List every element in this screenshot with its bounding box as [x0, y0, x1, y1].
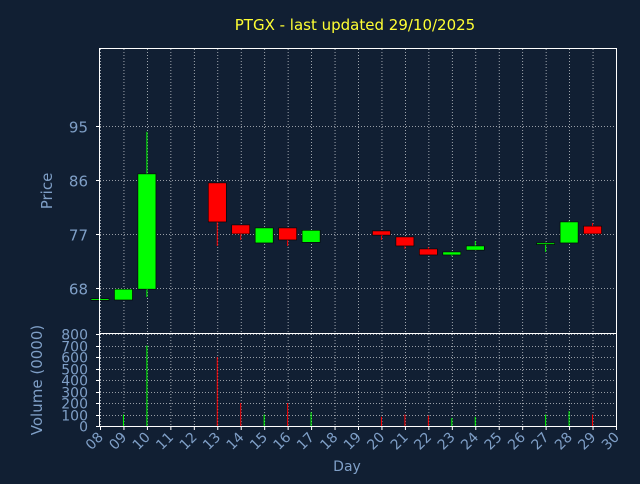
volume-tick-label: 300: [61, 386, 88, 402]
candle: [254, 227, 274, 244]
chart-title: PTGX - last updated 29/10/2025: [235, 16, 475, 34]
day-tick-label: 27: [529, 430, 553, 454]
volume-tick-label: 800: [61, 328, 88, 344]
candle-body: [254, 227, 274, 244]
day-tick-label: 11: [153, 430, 177, 454]
candle-body: [419, 248, 438, 256]
day-tick-label: 19: [341, 430, 365, 454]
day-tick-label: 10: [130, 430, 154, 454]
day-tick-label: 09: [106, 430, 130, 454]
volume-tick-label: 100: [61, 409, 88, 425]
candle: [114, 288, 133, 301]
candle-body: [301, 230, 321, 243]
candle-body: [372, 230, 391, 236]
candle-body: [559, 221, 579, 244]
volume-tick-label: 600: [61, 351, 88, 367]
volume-tick-label: 500: [61, 363, 88, 379]
candle-body: [207, 182, 227, 223]
price-panel-frame: [99, 48, 617, 334]
day-tick-label: 28: [552, 430, 576, 454]
volume-tick-label: 0: [79, 420, 88, 436]
candle: [442, 251, 462, 257]
day-tick-label: 30: [599, 430, 623, 454]
price-tick-label: 77: [69, 227, 88, 245]
candle-body: [465, 245, 485, 251]
candle-body: [114, 288, 133, 301]
volume-tick-label: 200: [61, 397, 88, 413]
day-tick-label: 29: [575, 430, 599, 454]
candle: [536, 242, 555, 252]
day-tick-label: 18: [317, 430, 341, 454]
candle: [301, 230, 321, 243]
volume-bars: [122, 345, 594, 426]
candle-body: [137, 173, 157, 290]
candle-body: [583, 225, 602, 235]
price-grid: [100, 49, 617, 333]
day-tick-label: 22: [411, 430, 435, 454]
volume-tick-label: 700: [61, 340, 88, 356]
day-tick-label: 15: [247, 430, 271, 454]
candle-body: [442, 251, 462, 256]
day-axis-ticks: 08 09 10 11 12 13 14 15 16 17 18 19 20 21 22 23 24 25 26 27…: [83, 426, 623, 453]
candle: [419, 247, 438, 256]
volume-panel-frame: [99, 333, 617, 427]
day-tick-label: 25: [482, 430, 506, 454]
volume-axis-label: Volume (0000): [28, 325, 46, 435]
candle-body: [231, 224, 251, 235]
day-tick-label: 26: [505, 429, 529, 453]
volume-grid: [100, 334, 617, 427]
candle: [207, 182, 227, 246]
day-tick-label: 20: [364, 430, 388, 454]
day-tick-label: 23: [435, 430, 459, 454]
candle: [395, 236, 415, 249]
day-axis-label: Day: [333, 459, 361, 475]
volume-tick-label: 400: [61, 374, 88, 390]
price-tick-label: 95: [69, 119, 88, 137]
candle: [372, 230, 391, 240]
day-tick-label: 13: [200, 430, 224, 454]
candle: [278, 227, 297, 246]
candle-body: [536, 242, 555, 245]
price-axis-label: Price: [38, 173, 56, 210]
candle: [559, 220, 579, 244]
candle: [231, 224, 251, 240]
day-tick-label: 14: [224, 429, 248, 453]
day-tick-label: 24: [458, 429, 482, 453]
day-tick-label: 12: [177, 430, 201, 454]
day-tick-label: 17: [294, 430, 318, 454]
price-axis-ticks: 68 77 86 95: [69, 119, 100, 299]
price-tick-label: 68: [69, 281, 88, 299]
candle: [583, 223, 602, 235]
price-tick-label: 86: [69, 173, 88, 191]
candle: [465, 241, 485, 251]
candle: [137, 131, 157, 297]
candle-body: [395, 236, 415, 247]
price-candles: [90, 131, 602, 301]
day-tick-label: 16: [271, 429, 295, 453]
day-tick-label: 21: [388, 430, 412, 454]
candle-body: [278, 227, 297, 241]
